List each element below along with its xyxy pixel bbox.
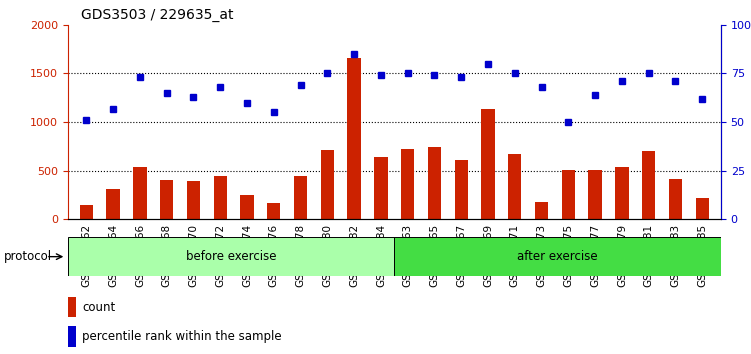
Bar (133, 167, 146, 219)
Bar (80, 205, 93, 219)
Bar (615, 167, 629, 219)
Bar (160, 179, 173, 219)
Bar (187, 181, 200, 219)
Bar (68, 326, 76, 347)
Bar (481, 109, 495, 219)
Bar (454, 160, 468, 219)
Bar (695, 198, 709, 219)
Bar (348, 58, 360, 219)
Bar (107, 189, 120, 219)
Text: after exercise: after exercise (517, 250, 598, 263)
Text: GDS3503 / 229635_at: GDS3503 / 229635_at (80, 8, 233, 22)
Bar (508, 154, 521, 219)
Bar (68, 297, 76, 317)
Bar (428, 147, 441, 219)
Text: count: count (82, 301, 115, 314)
Bar (668, 179, 682, 219)
Text: protocol: protocol (4, 250, 52, 263)
Bar (321, 150, 334, 219)
Bar (562, 170, 575, 219)
Bar (535, 202, 548, 219)
FancyBboxPatch shape (394, 237, 721, 276)
Bar (213, 176, 227, 219)
Text: before exercise: before exercise (185, 250, 276, 263)
Bar (642, 152, 656, 219)
Bar (589, 170, 602, 219)
Bar (294, 176, 307, 219)
Bar (374, 157, 388, 219)
Bar (267, 203, 280, 219)
FancyBboxPatch shape (68, 237, 394, 276)
Bar (401, 149, 415, 219)
Text: percentile rank within the sample: percentile rank within the sample (82, 330, 282, 343)
Bar (240, 195, 254, 219)
